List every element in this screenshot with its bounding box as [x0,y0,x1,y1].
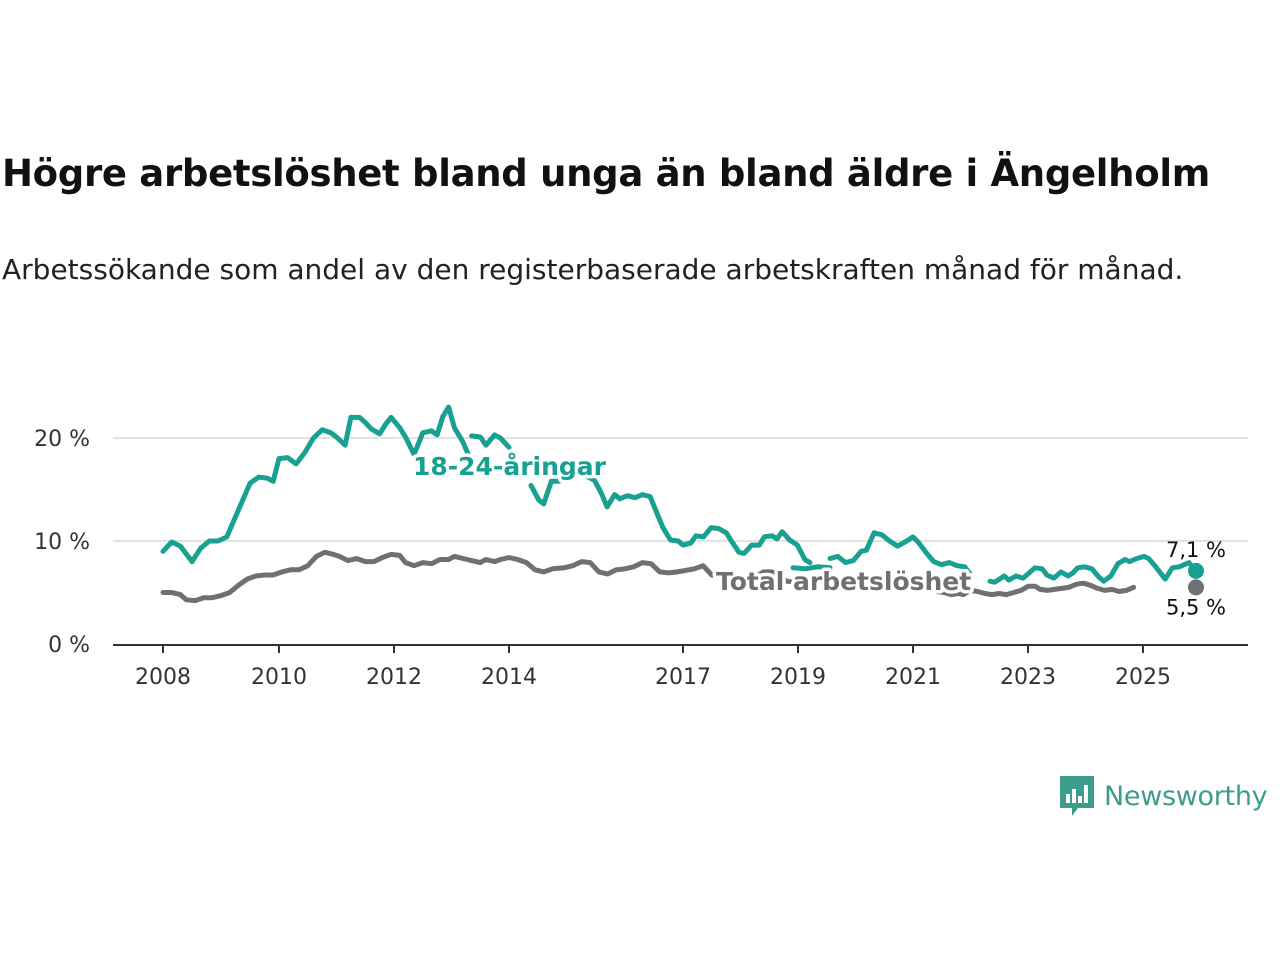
end-label-youth: 7,1 % [1166,538,1226,562]
line-chart: 0 % 10 % 20 % 2008 2010 2012 2014 2017 2019 2021 2… [34,404,1248,690]
x-tick-label: 2019 [770,665,826,690]
series-line-youth [987,553,1199,585]
newsworthy-logo-text: Newsworthy [1104,780,1268,812]
series-line-youth [827,530,973,577]
x-tick-label: 2010 [251,665,307,690]
series-end-marker-youth [1188,562,1204,579]
end-label-total: 5,5 % [1166,595,1226,619]
y-tick-label: 20 % [34,427,90,452]
series-line-youth [528,470,813,566]
x-tick-label: 2017 [655,665,711,690]
newsworthy-logo-icon [1060,776,1094,816]
annotation-total-halo: Total arbetslöshet [716,567,971,596]
annotation-total: Total arbetslöshet [716,567,971,596]
series-line-youth [790,564,833,572]
newsworthy-logo: Newsworthy [1058,774,1268,818]
y-tick-label: 10 % [34,530,90,555]
x-tick-label: 2021 [885,665,941,690]
series-line-youth [160,404,472,565]
annotation-youth: 18-24-åringar [413,452,607,481]
x-tick-label: 2008 [135,665,191,690]
x-tick-label: 2025 [1115,665,1171,690]
y-tick-label: 0 % [48,633,90,658]
x-tick-label: 2023 [1000,665,1056,690]
chart-title: Högre arbetslöshet bland unga än bland ä… [2,152,1210,195]
x-tick-label: 2014 [481,665,537,690]
chart-subtitle: Arbetssökande som andel av den registerb… [2,253,1184,286]
series-end-marker-total [1188,579,1204,596]
annotation-youth-halo: 18-24-åringar [413,452,607,481]
series-line-total [934,580,1137,598]
series-line-youth [469,432,512,450]
x-tick-label: 2012 [366,665,422,690]
series-line-total [160,549,807,604]
